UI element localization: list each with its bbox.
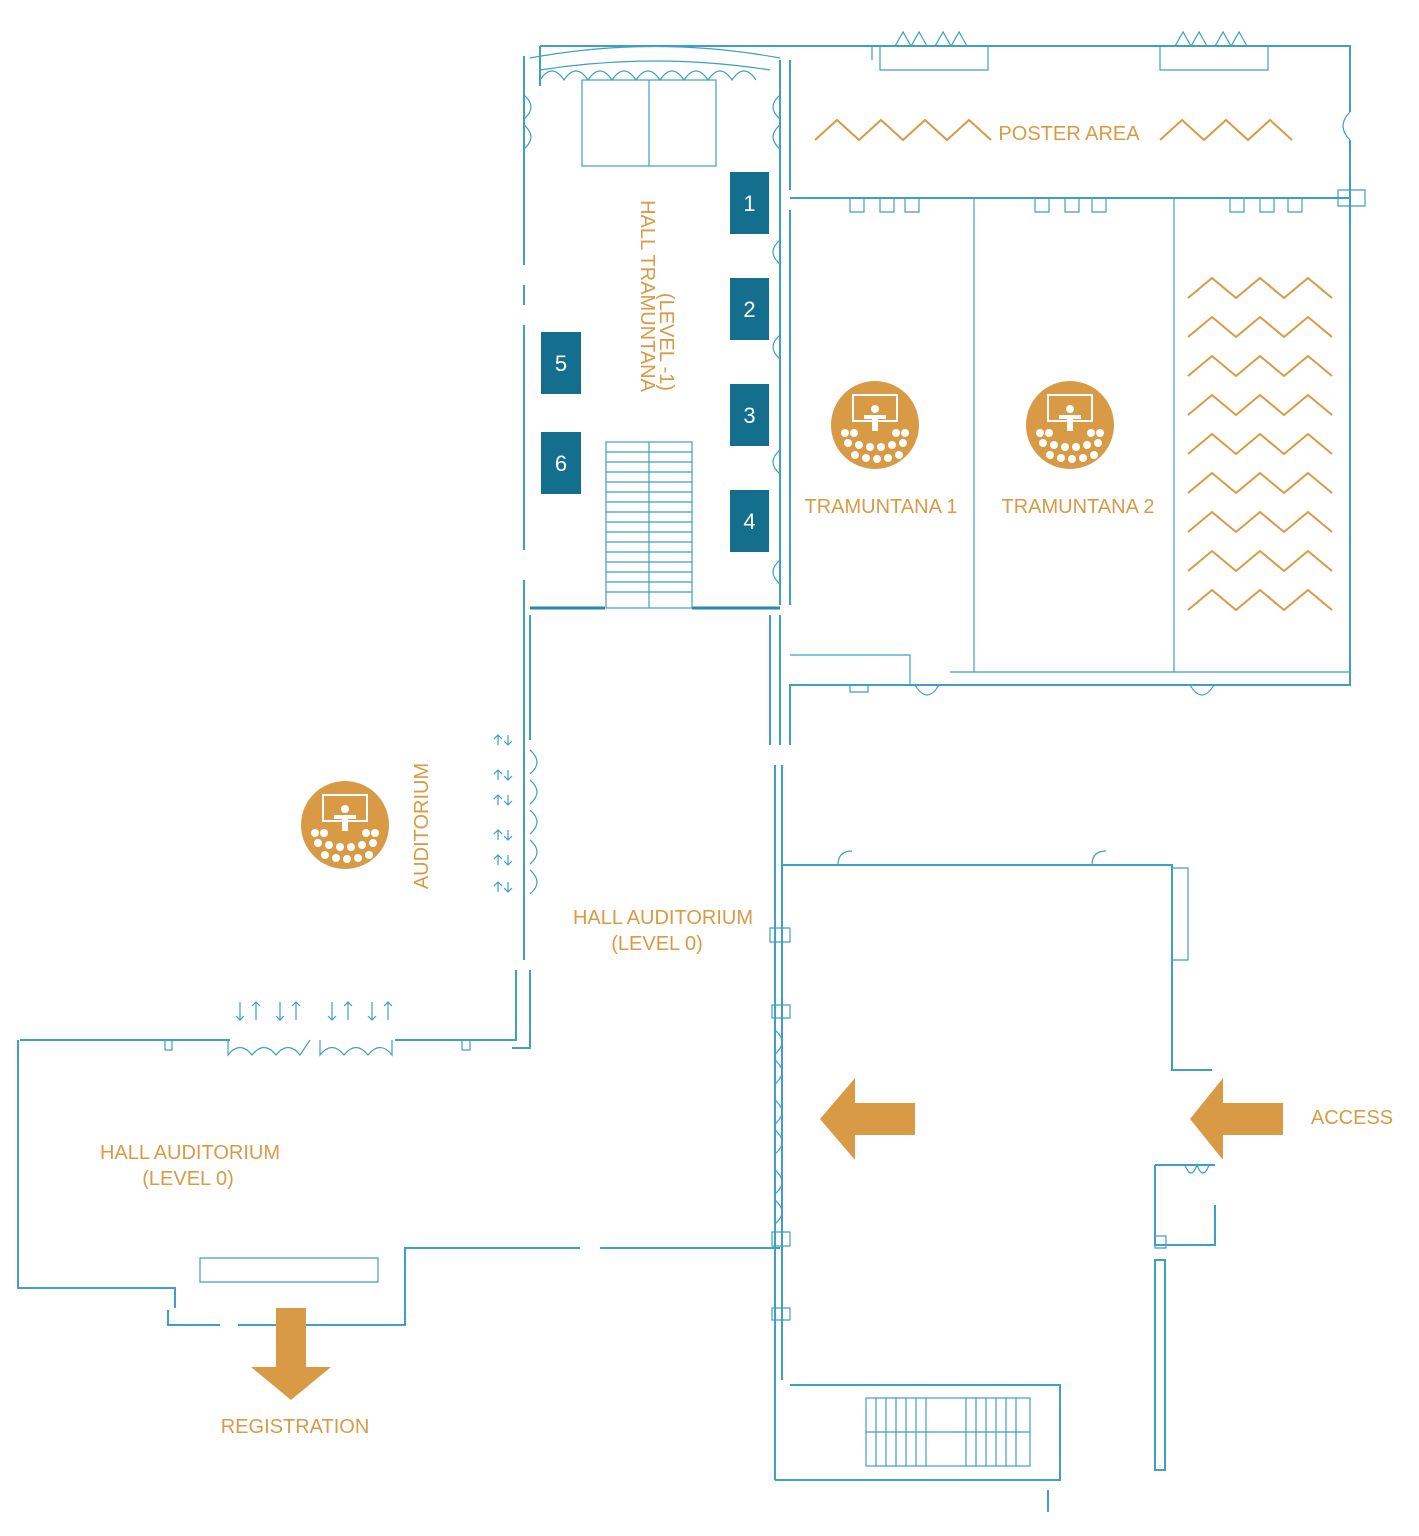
walls [17,45,1366,1512]
stairs-upper [605,441,693,609]
tramuntana-1-label: TRAMUNTANA 1 [805,496,958,518]
booth-4-number: 4 [743,509,755,534]
booth-3-number: 3 [743,403,755,428]
booth-2[interactable]: 2 [730,278,769,340]
access-label: ACCESS [1311,1107,1393,1129]
hall-auditorium-center-label: HALL AUDITORIUM [573,907,753,929]
hall-auditorium-center-level-label: (LEVEL 0) [611,933,703,955]
booth-1[interactable]: 1 [730,172,769,234]
booth-3[interactable]: 3 [730,384,769,446]
booth-6[interactable]: 6 [541,432,581,494]
presentation-room-icon [831,381,919,469]
presentation-room-icon [1026,381,1114,469]
booth-6-number: 6 [555,451,567,476]
registration-label: REGISTRATION [221,1416,370,1438]
poster-area-label: POSTER AREA [998,123,1140,145]
booth-5-number: 5 [555,351,567,376]
presentation-room-icon [301,781,389,869]
auditorium-label: AUDITORIUM [411,763,433,889]
booth-5[interactable]: 5 [541,332,581,394]
hall-auditorium-left-level-label: (LEVEL 0) [142,1168,234,1190]
tramuntana-2-label: TRAMUNTANA 2 [1002,496,1155,518]
hall-auditorium-left-label: HALL AUDITORIUM [100,1142,280,1164]
booth-4[interactable]: 4 [730,490,769,552]
poster-zigzags [814,118,1333,612]
hall-tramuntana-label: HALL TRAMUNTANA [636,200,658,393]
booth-2-number: 2 [743,297,755,322]
booth-1-number: 1 [743,191,755,216]
hall-tramuntana-level-label: (LEVEL -1) [655,293,677,391]
direction-arrow-icon [1190,1078,1283,1160]
doors [227,30,1351,1225]
direction-arrow-icon [820,1078,915,1160]
direction-arrow-icon [251,1308,331,1400]
stairs-lower [865,1397,1031,1467]
